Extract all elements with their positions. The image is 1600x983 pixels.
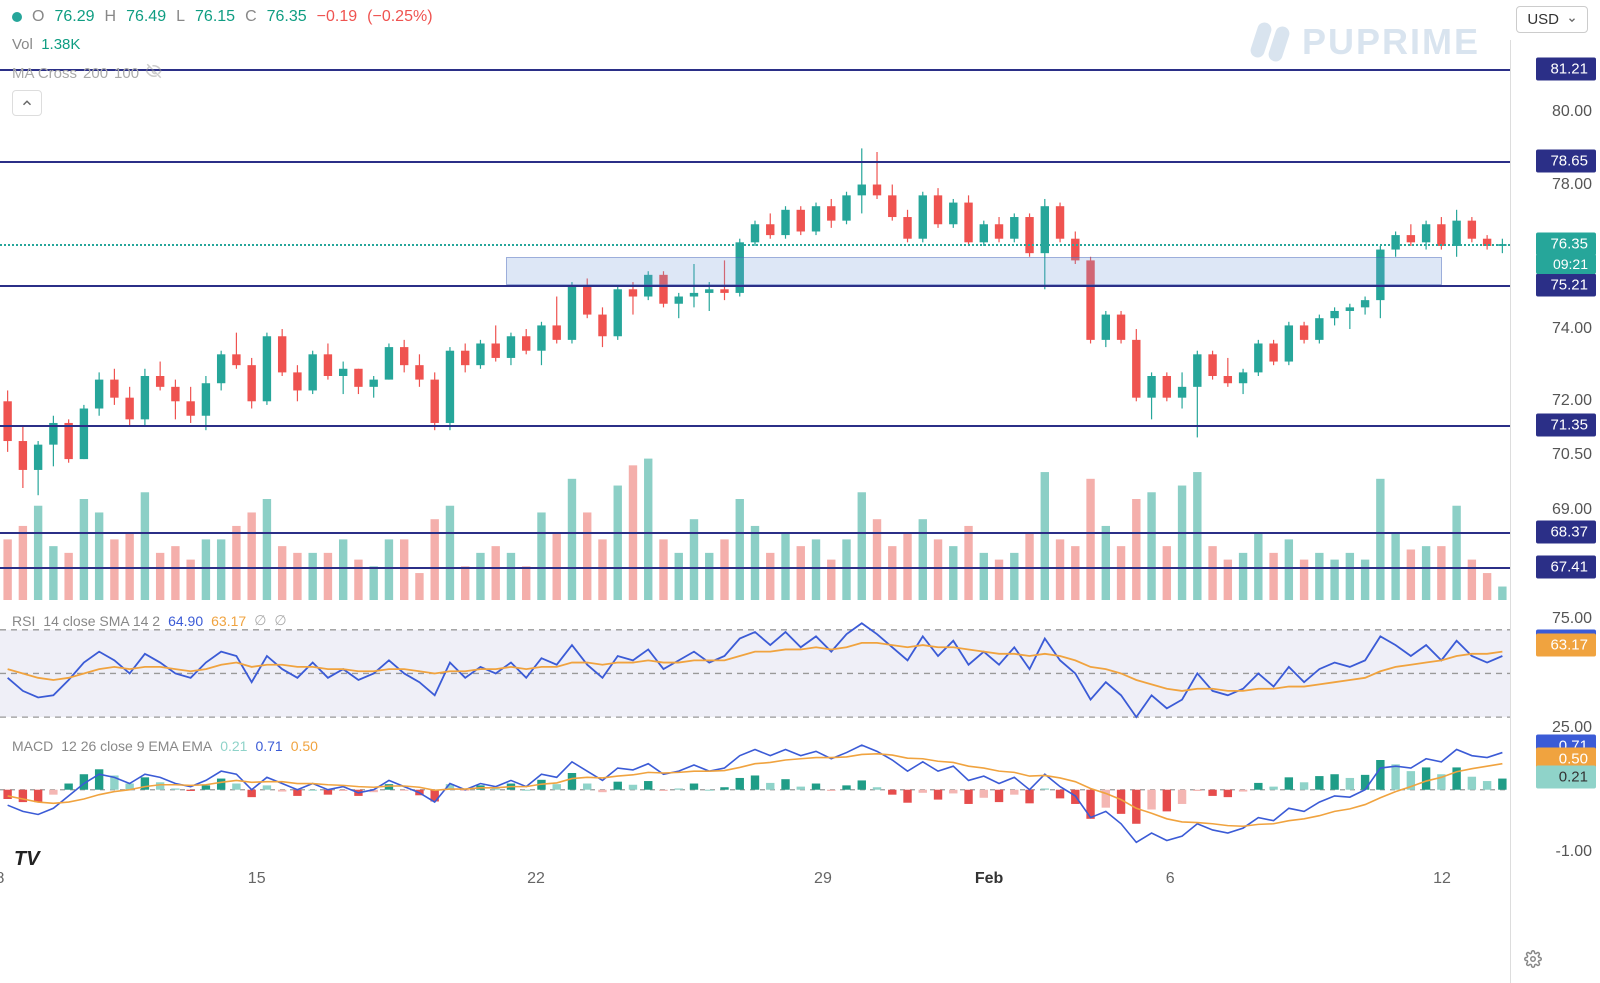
ohlc-bar: O 76.29 H 76.49 L 76.15 C 76.35 −0.19 (−… — [12, 8, 437, 26]
axis-price-badge: 71.35 — [1536, 413, 1596, 436]
axis-price-badge: 68.37 — [1536, 521, 1596, 544]
axis-price-badge: 76.35 — [1536, 233, 1596, 256]
o-label: O — [32, 8, 44, 26]
axis-tick: 80.00 — [1552, 103, 1592, 121]
time-axis-label: 8 — [0, 870, 4, 888]
countdown-badge: 09:21 — [1536, 254, 1596, 274]
horizontal-price-line[interactable] — [0, 285, 1510, 287]
axis-tick: 70.50 — [1552, 446, 1592, 464]
time-axis-label: Feb — [975, 870, 1003, 888]
price-axis[interactable]: 80.00 78.00 74.00 72.00 70.50 69.00 81.21 78.65… — [1510, 40, 1600, 983]
collapse-indicators-button[interactable] — [12, 90, 42, 116]
eye-off-icon — [145, 62, 163, 84]
price-panel[interactable] — [0, 40, 1510, 600]
axis-price-badge: 75.21 — [1536, 274, 1596, 297]
axis-tick: 75.00 — [1552, 610, 1592, 628]
o-value: 76.29 — [54, 8, 94, 26]
volume-label: Vol 1.38K — [12, 36, 80, 53]
axis-tick: 72.00 — [1552, 392, 1592, 410]
axis-tick: 69.00 — [1552, 501, 1592, 519]
axis-tick: 78.00 — [1552, 176, 1592, 194]
l-value: 76.15 — [195, 8, 235, 26]
horizontal-price-line[interactable] — [0, 532, 1510, 534]
currency-value: USD — [1527, 11, 1559, 28]
axis-price-badge: 78.65 — [1536, 150, 1596, 173]
macd-panel[interactable]: MACD 12 26 close 9 EMA EMA 0.21 0.71 0.5… — [0, 734, 1510, 864]
current-price-line — [0, 244, 1510, 246]
macd-label: MACD 12 26 close 9 EMA EMA 0.21 0.71 0.5… — [12, 738, 318, 754]
settings-icon[interactable] — [1524, 950, 1542, 971]
support-zone-rect[interactable] — [506, 257, 1442, 286]
horizontal-price-line[interactable] — [0, 69, 1510, 71]
time-axis-label: 22 — [527, 870, 545, 888]
axis-price-badge: 67.41 — [1536, 556, 1596, 579]
horizontal-price-line[interactable] — [0, 161, 1510, 163]
time-axis-label: 15 — [248, 870, 266, 888]
c-value: 76.35 — [267, 8, 307, 26]
h-label: H — [105, 8, 117, 26]
puprime-icon — [1248, 20, 1292, 64]
time-axis-label: 12 — [1433, 870, 1451, 888]
l-label: L — [176, 8, 185, 26]
change-pct: (−0.25%) — [367, 8, 432, 26]
time-axis[interactable]: 8 15 22 29 Feb 6 12 — [0, 870, 1510, 900]
rsi-panel[interactable]: RSI 14 close SMA 14 2 64.90 63.17 ∅ ∅ — [0, 608, 1510, 728]
chart-root: O 76.29 H 76.49 L 76.15 C 76.35 −0.19 (−… — [0, 0, 1600, 983]
candlestick-chart — [0, 40, 1510, 600]
horizontal-price-line[interactable] — [0, 425, 1510, 427]
change-value: −0.19 — [317, 8, 357, 26]
axis-tick: 74.00 — [1552, 320, 1592, 338]
ma-cross-label[interactable]: MA Cross 200 100 — [12, 62, 163, 84]
h-value: 76.49 — [126, 8, 166, 26]
currency-select[interactable]: USD — [1516, 6, 1588, 33]
c-label: C — [245, 8, 257, 26]
chevron-down-icon — [1567, 15, 1577, 25]
time-axis-label: 6 — [1166, 870, 1175, 888]
symbol-dot-icon — [12, 12, 22, 22]
time-axis-label: 29 — [814, 870, 832, 888]
watermark-logo: PUPRIME — [1248, 20, 1480, 64]
tradingview-logo-icon: TV — [14, 848, 40, 871]
axis-price-badge: 63.17 — [1536, 633, 1596, 656]
axis-tick: -1.00 — [1556, 843, 1592, 861]
axis-price-badge: 81.21 — [1536, 57, 1596, 80]
horizontal-price-line[interactable] — [0, 567, 1510, 569]
axis-price-badge: 0.21 — [1536, 765, 1596, 788]
rsi-label: RSI 14 close SMA 14 2 64.90 63.17 ∅ ∅ — [12, 612, 287, 629]
